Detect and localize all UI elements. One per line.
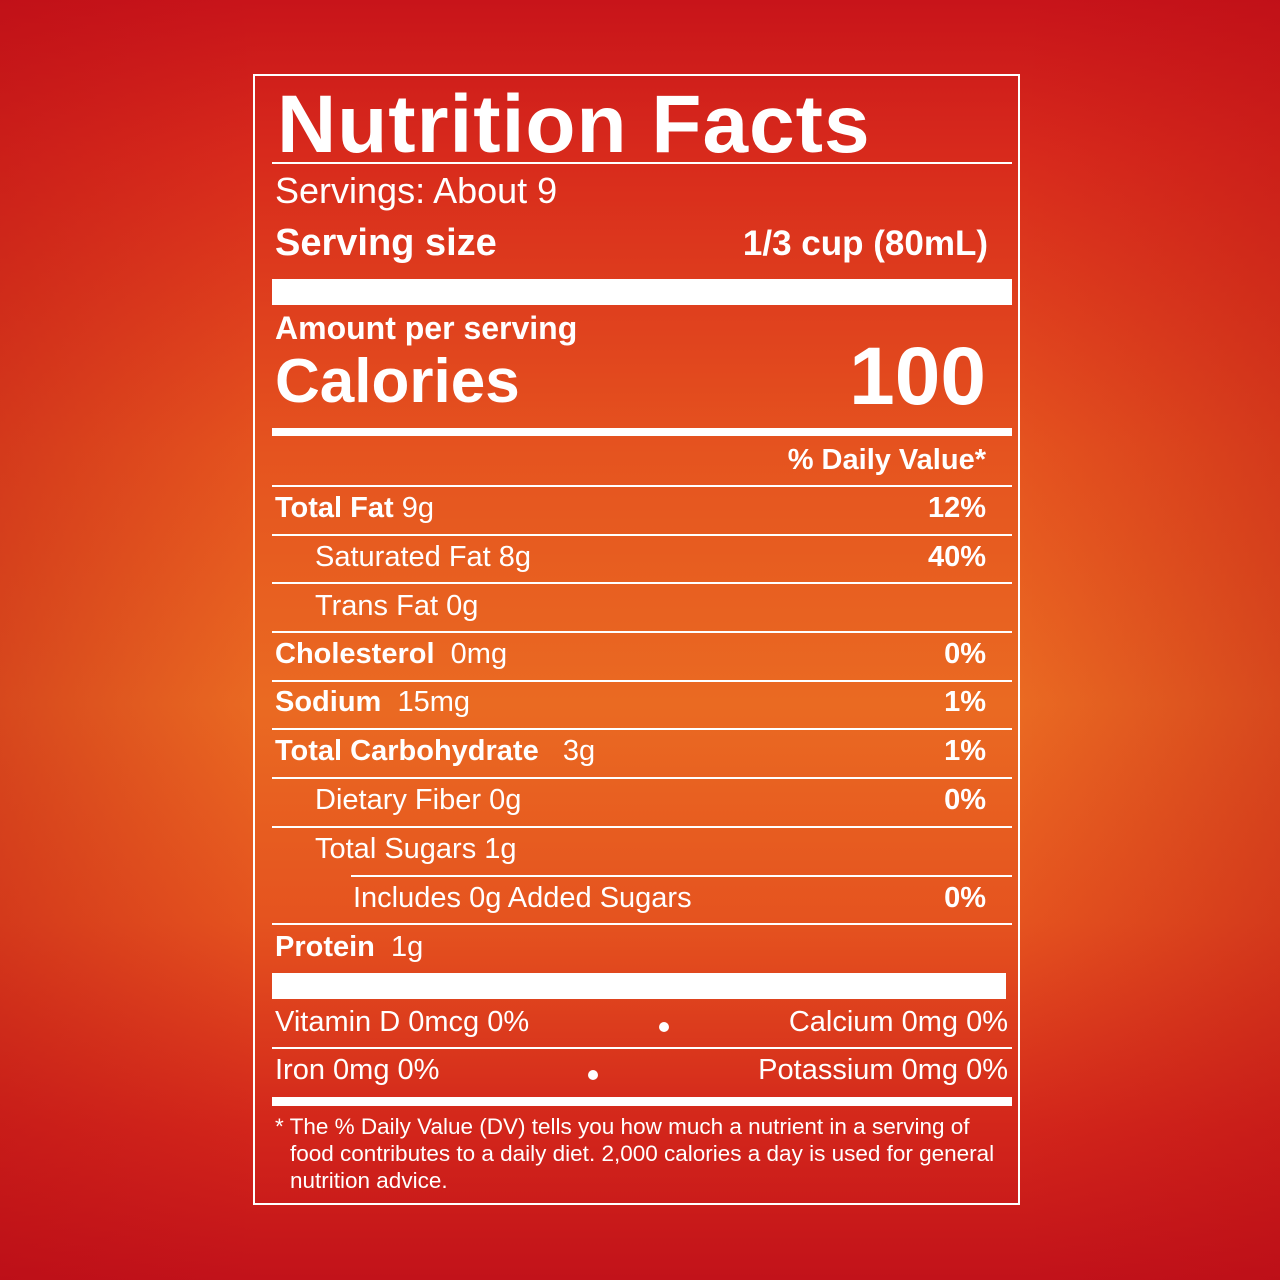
divider [272, 582, 1012, 584]
divider [272, 534, 1012, 536]
nutrient-protein: Protein 1g [275, 931, 424, 963]
thick-divider [272, 279, 1012, 305]
dv-total-fat: 12% [927, 492, 986, 524]
nutrient-total-sugars: Total Sugars 1g [315, 833, 517, 865]
dv-dietary-fiber: 0% [944, 784, 986, 816]
nutrient-added-sugars: Includes 0g Added Sugars [353, 882, 692, 914]
potassium: Potassium 0mg 0% [758, 1054, 1008, 1086]
calcium: Calcium 0mg 0% [788, 1006, 1008, 1038]
divider [272, 1047, 1012, 1049]
bullet-dot [588, 1070, 598, 1080]
nutrient-cholesterol: Cholesterol 0mg [275, 638, 508, 670]
background-pattern-left [0, 0, 260, 1280]
divider [272, 631, 1012, 633]
vitamin-d: Vitamin D 0mcg 0% [275, 1006, 530, 1038]
nutrient-saturated-fat: Saturated Fat 8g [315, 541, 532, 573]
dv-saturated-fat: 40% [927, 541, 986, 573]
dv-total-carbohydrate: 1% [944, 735, 986, 767]
nutrition-facts-label: Nutrition Facts Servings: About 9 Servin… [253, 74, 1020, 1205]
serving-size-label: Serving size [275, 222, 497, 264]
footnote: * The % Daily Value (DV) tells you how m… [275, 1114, 995, 1193]
serving-size-value: 1/3 cup (80mL) [742, 224, 988, 263]
nutrient-dietary-fiber: Dietary Fiber 0g [315, 784, 522, 816]
divider [272, 777, 1012, 779]
nutrient-total-carbohydrate: Total Carbohydrate 3g [275, 735, 596, 767]
bullet-dot [659, 1022, 669, 1032]
divider [272, 485, 1012, 487]
amount-per-serving: Amount per serving [275, 310, 578, 346]
thick-divider [272, 428, 1012, 436]
divider [272, 923, 1012, 925]
nutrient-sodium: Sodium 15mg [275, 686, 471, 718]
divider [351, 875, 1012, 877]
daily-value-header: % Daily Value* [787, 444, 986, 476]
dv-cholesterol: 0% [944, 638, 986, 670]
divider [272, 728, 1012, 730]
thick-divider [272, 973, 1006, 999]
label-title: Nutrition Facts [277, 79, 871, 170]
dv-sodium: 1% [944, 686, 986, 718]
background-pattern-right [1020, 0, 1280, 1280]
divider [272, 680, 1012, 682]
nutrient-trans-fat: Trans Fat 0g [315, 590, 479, 622]
divider [272, 826, 1012, 828]
thick-divider [272, 1097, 1012, 1106]
calories-value: 100 [849, 331, 986, 422]
iron: Iron 0mg 0% [275, 1054, 440, 1086]
calories-label: Calories [275, 347, 520, 416]
servings-per-container: Servings: About 9 [275, 170, 558, 211]
dv-added-sugars: 0% [944, 882, 986, 914]
nutrient-total-fat: Total Fat 9g [275, 492, 435, 524]
divider [272, 162, 1012, 164]
